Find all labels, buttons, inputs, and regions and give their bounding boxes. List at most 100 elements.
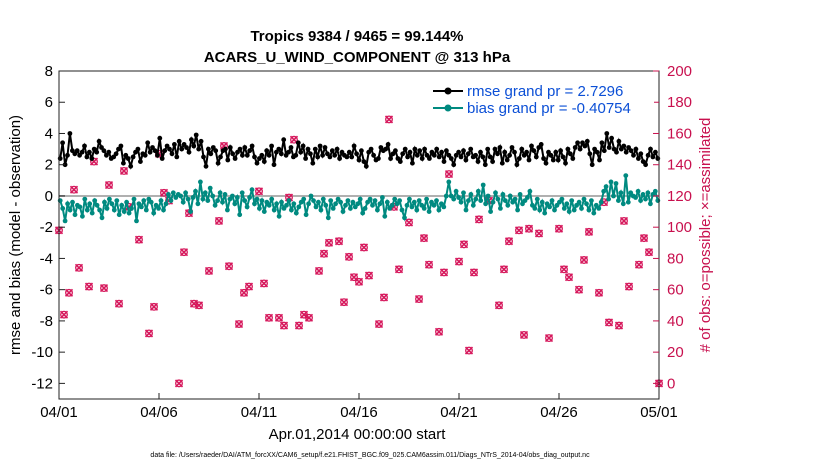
right-tick-label: 200 [667,63,692,80]
y-axis-label-left: rmse and bias (model - observation) [7,115,24,355]
rmse-point [147,149,153,155]
obs-assimilated-marker [364,271,374,280]
obs-count-marker [504,237,514,246]
bias-point [424,196,429,202]
rmse-point [616,138,622,144]
rmse-point [196,146,202,152]
bias-point [143,207,149,213]
rmse-point [497,145,503,150]
obs-possible-marker [195,301,203,310]
bias-point [320,196,326,202]
bias-point [348,206,353,211]
obs-count-marker [559,265,569,274]
rmse-point [223,146,228,152]
bias-point [303,212,309,218]
rmse-point [67,131,73,136]
obs-assimilated-marker [644,248,654,257]
bias-point [94,202,100,208]
obs-count-marker [69,185,79,194]
obs-count-marker [419,234,429,243]
rmse-point [159,156,165,161]
bias-point [271,207,277,213]
bias-point [67,207,73,213]
obs-count-marker [444,170,454,179]
rmse-point [519,146,525,152]
bias-point [566,209,572,215]
bias-point [468,192,474,197]
obs-assimilated-marker [474,215,484,224]
bias-point [134,218,139,224]
bias-point [296,204,302,210]
bias-point [589,198,594,204]
rmse-point [402,146,408,152]
obs-possible-marker [325,238,333,247]
bias-point [392,196,398,202]
rmse-point [601,148,607,154]
bias-point [163,201,169,207]
bias-point [97,207,102,213]
bias-point [330,206,336,211]
bias-point [257,206,262,211]
bias-point [77,204,83,210]
obs-possible-marker [560,265,568,274]
bias-point [200,196,206,202]
rmse-point [563,160,568,166]
right-tick-label: 160 [667,125,692,142]
rmse-point [172,142,177,147]
obs-count-marker [459,240,469,249]
bias-point [539,199,545,205]
obs-count-marker [359,243,369,252]
obs-assimilated-marker [149,302,159,311]
obs-possible-marker [355,277,363,286]
rmse-point [490,159,495,165]
bias-point [212,202,218,208]
left-tick-label: 8 [45,63,53,80]
bias-point [458,199,464,205]
bias-point [547,204,552,210]
rmse-point [465,151,471,157]
rmse-point [82,143,87,149]
obs-count-marker [64,288,74,297]
rmse-point [344,154,350,160]
obs-assimilated-marker [314,266,324,275]
obs-assimilated-marker [254,187,264,196]
rmse-point [405,154,410,160]
obs-assimilated-marker [464,346,474,355]
rmse-point [548,152,554,158]
obs-count-marker [59,310,69,319]
rmse-point [499,160,505,166]
bias-point [323,202,329,208]
obs-count-marker [194,301,204,310]
right-tick-label: 20 [667,344,684,361]
bias-point [431,202,437,208]
obs-possible-marker [520,331,528,339]
bias-point [65,201,70,207]
obs-possible-marker [340,298,348,307]
bias-point [92,198,98,204]
rmse-point [300,143,306,149]
obs-assimilated-marker [159,188,169,197]
rmse-point [575,140,580,146]
bias-point [478,198,484,204]
chart-title-line1: Tropics 9384 / 9465 = 99.144% [250,28,463,45]
obs-count-marker [324,238,334,247]
rmse-point [208,151,214,157]
obs-possible-marker [625,282,633,291]
bias-point [308,193,314,199]
obs-possible-marker [180,248,188,257]
obs-assimilated-marker [634,260,644,269]
rmse-point [157,135,163,141]
obs-count-marker [394,265,404,274]
bias-point [114,198,120,204]
obs-assimilated-marker [294,321,304,330]
obs-assimilated-marker [289,135,299,144]
obs-count-marker [364,271,374,280]
left-tick-label: 4 [45,125,53,142]
obs-count-marker [144,329,154,338]
obs-assimilated-marker [104,180,114,190]
obs-count-marker [294,321,304,330]
obs-count-marker [319,249,329,258]
bias-point [537,207,543,213]
obs-assimilated-marker [554,224,564,233]
